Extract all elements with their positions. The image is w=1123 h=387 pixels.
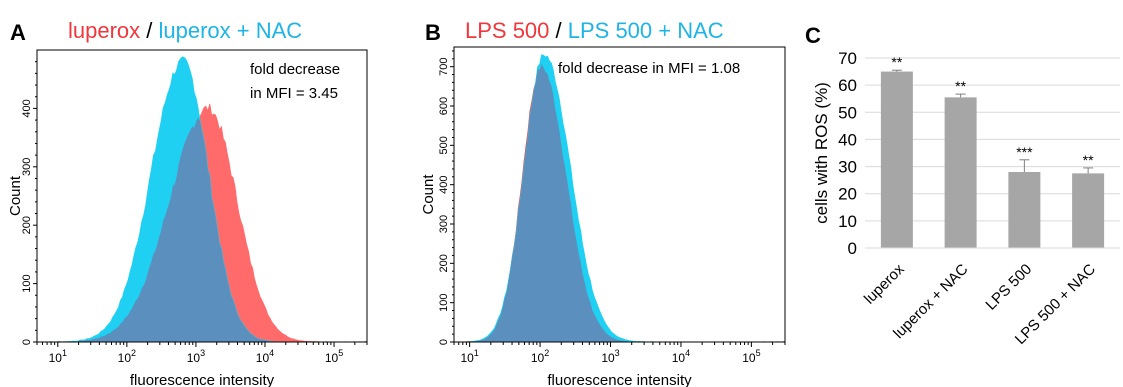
x-tick-base: 10 xyxy=(460,351,474,365)
x-tick-label: 105 xyxy=(325,348,343,365)
chart-title-part-0: luperox xyxy=(68,18,140,43)
x-tick-label: 103 xyxy=(187,348,205,365)
category-label: luperox xyxy=(861,260,908,307)
x-axis-label: fluorescence intensity xyxy=(547,372,692,387)
x-tick-base: 10 xyxy=(742,351,756,365)
x-tick-exponent: 1 xyxy=(62,348,67,358)
x-tick-label: 102 xyxy=(531,348,549,365)
y-tick-label: 40 xyxy=(838,130,857,149)
annotation-line: fold decrease in MFI = 1.08 xyxy=(558,60,740,77)
y-tick-label: 100 xyxy=(438,293,450,311)
annotation-line: fold decrease xyxy=(250,61,340,78)
y-axis-label: cells with ROS (%) xyxy=(812,82,831,224)
x-tick-base: 10 xyxy=(531,351,545,365)
bar xyxy=(880,71,913,248)
chart-title-part-2: luperox + NAC xyxy=(159,18,303,43)
y-tick-label: 0 xyxy=(21,339,33,345)
y-tick-label: 500 xyxy=(438,136,450,154)
bar-chart-c-svg: C 0 10 20 30 40 50 60 70 cells with ROS (%) ** lupe… xyxy=(805,23,1120,348)
panel-label: B xyxy=(425,20,441,45)
significance-marker: ** xyxy=(955,78,966,94)
x-tick-exponent: 5 xyxy=(338,348,343,358)
y-axis-label: Count xyxy=(420,174,437,215)
y-tick-label: 0 xyxy=(848,239,857,258)
x-tick-label: 104 xyxy=(672,348,690,365)
plot-frame xyxy=(36,49,368,343)
y-tick-label: 300 xyxy=(21,158,33,176)
x-tick-exponent: 2 xyxy=(544,348,549,358)
bar xyxy=(944,97,977,248)
panel-b-histogram: B LPS 500 / LPS 500 + NAC 0 100 200 300 400 500… xyxy=(410,0,790,387)
y-tick-label: 100 xyxy=(21,274,33,292)
histogram-overlap xyxy=(454,63,785,343)
x-tick-base: 10 xyxy=(118,351,132,365)
chart-title-part-2: LPS 500 + NAC xyxy=(568,18,724,43)
y-tick-label: 70 xyxy=(838,49,857,68)
x-tick-label: 104 xyxy=(256,348,274,365)
significance-marker: ** xyxy=(891,54,902,70)
chart-title: luperox / luperox + NAC xyxy=(68,18,302,43)
x-tick-base: 10 xyxy=(256,351,270,365)
histogram-series-lps-500-nac xyxy=(454,54,786,343)
y-tick-label: 30 xyxy=(838,158,857,177)
panel-label: C xyxy=(805,23,821,48)
x-tick-base: 10 xyxy=(187,351,201,365)
x-tick-exponent: 4 xyxy=(269,348,274,358)
histogram-overlap xyxy=(37,117,367,342)
y-tick-label: 400 xyxy=(21,99,33,117)
chart-title-part-0: LPS 500 xyxy=(465,18,549,43)
panel-c-bar-chart: C 0 10 20 30 40 50 60 70 cells with ROS (%) ** lupe… xyxy=(800,0,1123,387)
y-tick-label: 400 xyxy=(438,175,450,193)
x-tick-label: 103 xyxy=(601,348,619,365)
category-label: LPS 500 xyxy=(982,261,1035,314)
x-tick-label: 101 xyxy=(49,348,67,365)
bar xyxy=(1072,173,1105,248)
x-tick-exponent: 1 xyxy=(474,348,479,358)
significance-marker: *** xyxy=(1016,144,1033,160)
x-tick-exponent: 5 xyxy=(756,348,761,358)
y-tick-label: 10 xyxy=(838,212,857,231)
y-tick-label: 20 xyxy=(838,185,857,204)
x-tick-exponent: 3 xyxy=(615,348,620,358)
x-tick-label: 102 xyxy=(118,348,136,365)
x-tick-exponent: 2 xyxy=(131,348,136,358)
x-tick-base: 10 xyxy=(601,351,615,365)
x-tick-label: 101 xyxy=(460,348,478,365)
x-tick-base: 10 xyxy=(49,351,63,365)
y-tick-label: 200 xyxy=(438,254,450,272)
x-tick-label: 105 xyxy=(742,348,760,365)
y-tick-label: 200 xyxy=(21,216,33,234)
histogram-b-svg: B LPS 500 / LPS 500 + NAC 0 100 200 300 400 500… xyxy=(420,18,786,387)
annotation-line: in MFI = 3.45 xyxy=(250,85,338,102)
chart-title-part-1: / xyxy=(140,18,158,43)
chart-title: LPS 500 / LPS 500 + NAC xyxy=(465,18,724,43)
x-tick-base: 10 xyxy=(672,351,686,365)
y-tick-label: 300 xyxy=(438,215,450,233)
y-tick-label: 50 xyxy=(838,103,857,122)
x-tick-base: 10 xyxy=(325,351,339,365)
y-tick-label: 600 xyxy=(438,97,450,115)
x-tick-exponent: 4 xyxy=(685,348,690,358)
bar xyxy=(1008,172,1041,248)
plot-frame xyxy=(453,46,786,343)
y-tick-label: 0 xyxy=(438,339,450,345)
panel-label: A xyxy=(10,20,26,45)
y-tick-label: 700 xyxy=(438,57,450,75)
significance-marker: ** xyxy=(1083,152,1094,168)
y-tick-label: 60 xyxy=(838,76,857,95)
y-axis-label: Count xyxy=(7,175,24,216)
chart-title-part-1: / xyxy=(549,18,567,43)
x-axis-label: fluorescence intensity xyxy=(130,372,275,387)
x-tick-exponent: 3 xyxy=(200,348,205,358)
